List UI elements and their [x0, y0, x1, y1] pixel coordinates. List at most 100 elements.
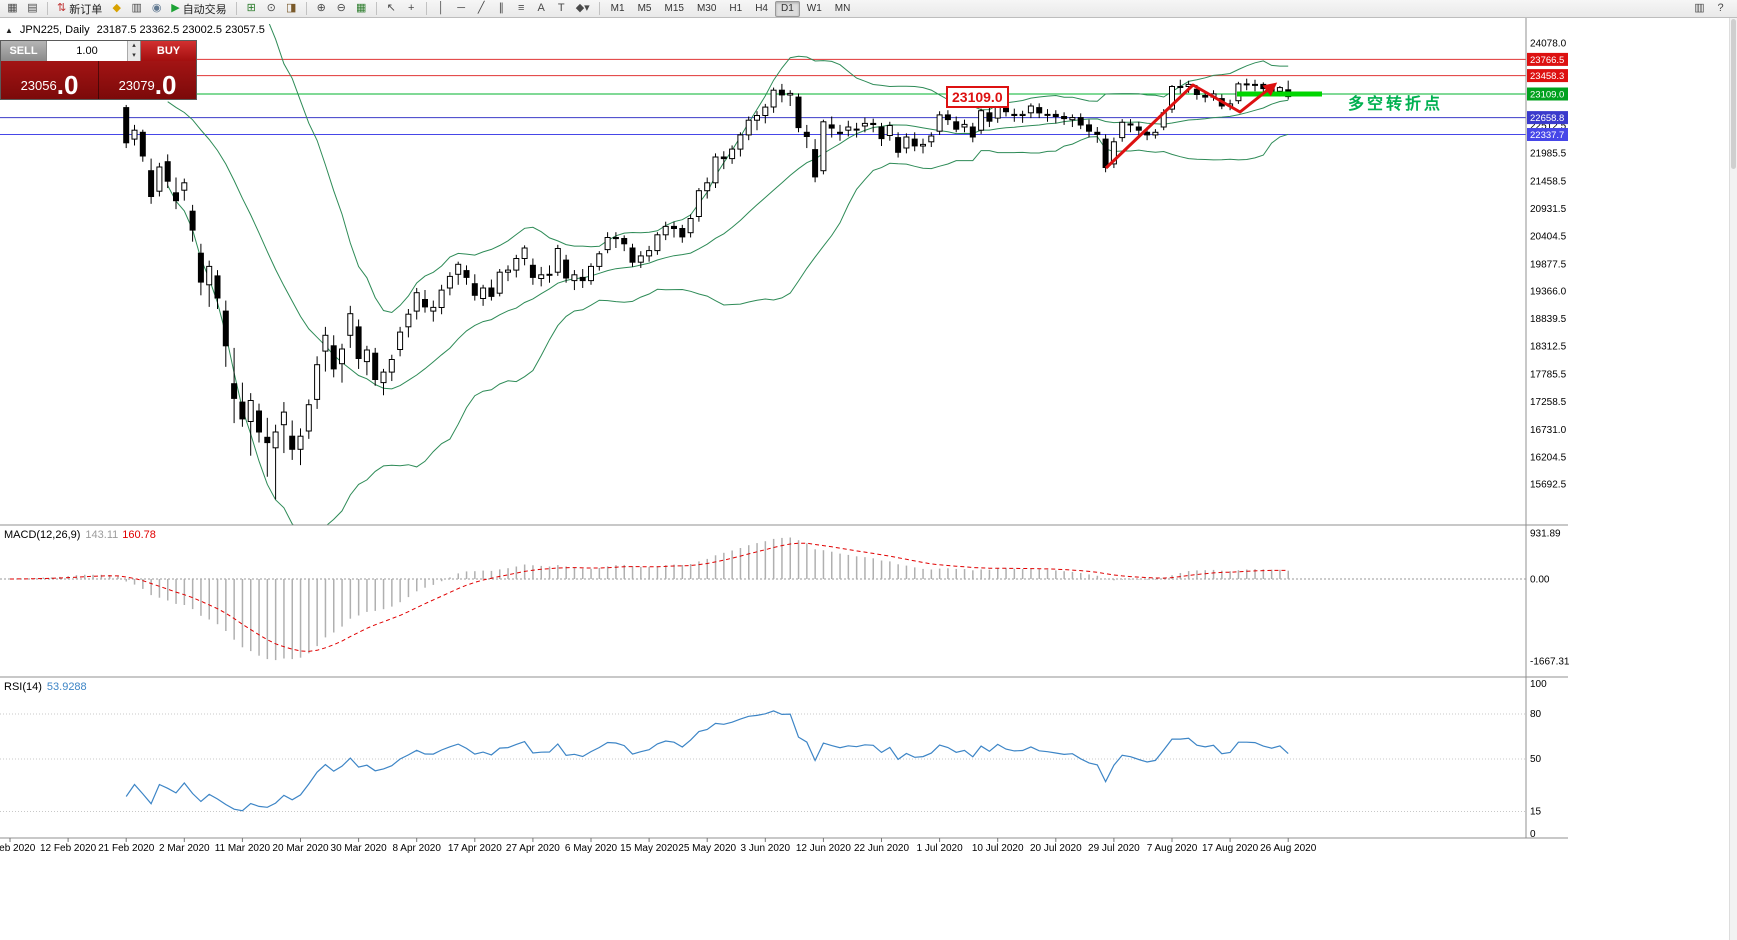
macd-signal-value: 160.78 — [122, 529, 156, 541]
svg-text:29 Jul 2020: 29 Jul 2020 — [1088, 843, 1140, 854]
arrows-button[interactable]: ◆▾ — [572, 1, 594, 17]
svg-text:22337.7: 22337.7 — [1530, 130, 1564, 141]
timeframe-h1-button[interactable]: H1 — [729, 3, 743, 14]
mql-community-icon: ◆ — [112, 2, 121, 14]
chart-canvas[interactable]: 24078.0 22512.5 21985.5 21458.5 20931.5 20404… — [0, 18, 1737, 878]
crosshair-icon: + — [407, 2, 415, 14]
toolbar-separator — [47, 2, 48, 15]
sell-price-frac: .0 — [56, 70, 79, 100]
profiles-icon: ▤ — [27, 2, 38, 14]
svg-text:20404.5: 20404.5 — [1530, 232, 1567, 243]
market-watch-button[interactable]: ◉ — [147, 1, 166, 17]
buy-price[interactable]: 23079.0 — [99, 61, 196, 99]
data-window-button[interactable]: ▥ — [127, 1, 146, 17]
templates-icon: ◨ — [285, 2, 297, 14]
mql-community-button[interactable]: ◆ — [107, 1, 126, 17]
toolbar-separator — [598, 2, 600, 15]
timeframe-m5-button[interactable]: M5 — [637, 3, 652, 14]
help-icon: ? — [1717, 2, 1724, 14]
macd-signal-line — [9, 542, 1289, 652]
sell-price[interactable]: 23056.0 — [1, 61, 99, 99]
indicators-icon: ⊞ — [246, 2, 256, 14]
templates-button[interactable]: ◨ — [282, 1, 301, 17]
cursor-button[interactable]: ↖ — [382, 1, 401, 17]
one-click-trading-panel: SELL ▴ ▾ BUY 23056.0 23079.0 — [0, 40, 197, 100]
volume-input[interactable] — [47, 41, 127, 61]
timeframe-h4-button[interactable]: H4 — [755, 3, 768, 14]
toolbar-separator — [425, 2, 427, 15]
rsi-label: RSI(14) 53.9288 — [4, 681, 87, 693]
rsi-line — [125, 710, 1289, 812]
svg-text:21 Feb 2020: 21 Feb 2020 — [98, 843, 155, 854]
text-label-button[interactable]: T — [552, 1, 571, 17]
svg-text:12 Jun 2020: 12 Jun 2020 — [796, 843, 851, 854]
svg-text:17258.5: 17258.5 — [1530, 397, 1567, 408]
sell-button[interactable]: SELL — [1, 41, 46, 61]
horizontal-level-lines[interactable] — [0, 58, 1526, 136]
horizontal-line-button[interactable]: ─ — [452, 1, 471, 17]
buy-price-main: 23079 — [118, 78, 155, 93]
svg-text:23458.3: 23458.3 — [1530, 71, 1564, 82]
toolbar: ▦ ▤ ⇅ 新订单 ◆ ▥ ◉ ▶ 自动交易 ⊞ ⊙ ◨ ⊕ ⊖ ▦ ↖ + │ ─ ╱ ∥ ≡ A T ◆▾ M1 M5 M15 M3… — [0, 0, 1737, 18]
scrollbar-thumb[interactable] — [1731, 19, 1736, 169]
timeframe-m15-button[interactable]: M15 — [664, 3, 684, 14]
periods-button[interactable]: ⊙ — [262, 1, 281, 17]
zoom-out-button[interactable]: ⊖ — [332, 1, 351, 17]
turning-point-note[interactable]: 多空转折点 — [1348, 96, 1444, 113]
new-chart-button[interactable]: ▦ — [3, 1, 22, 17]
channel-button[interactable]: ∥ — [492, 1, 511, 17]
vertical-scrollbar[interactable] — [1729, 18, 1737, 940]
timeframe-m30-button[interactable]: M30 — [696, 3, 717, 14]
profiles-button[interactable]: ▤ — [23, 1, 42, 17]
text-button[interactable]: A — [532, 1, 551, 17]
volume-down-button[interactable]: ▾ — [128, 51, 140, 61]
trendline-icon: ╱ — [477, 2, 485, 14]
text-label-icon: T — [557, 2, 565, 14]
svg-text:24078.0: 24078.0 — [1530, 39, 1567, 50]
timeframe-w1-button[interactable]: W1 — [806, 3, 822, 14]
svg-text:25 May 2020: 25 May 2020 — [678, 843, 736, 854]
volume-up-button[interactable]: ▴ — [128, 41, 140, 51]
svg-text:17 Aug 2020: 17 Aug 2020 — [1202, 843, 1259, 854]
timeframe-m1-button[interactable]: M1 — [610, 3, 625, 14]
price-annotation-box[interactable]: 23109.0 — [946, 86, 1009, 108]
svg-text:15692.5: 15692.5 — [1530, 480, 1567, 491]
chart-symbol-period: JPN225, Daily — [19, 24, 90, 36]
timeframe-mn-button[interactable]: MN — [834, 3, 851, 14]
rsi-value: 53.9288 — [46, 681, 87, 693]
trend-zigzag-arrow[interactable] — [1104, 82, 1278, 170]
timeframe-d1-button[interactable]: D1 — [774, 0, 800, 17]
fibonacci-button[interactable]: ≡ — [512, 1, 531, 17]
svg-text:7 Aug 2020: 7 Aug 2020 — [1147, 843, 1198, 854]
crosshair-button[interactable]: + — [402, 1, 421, 17]
help-button[interactable]: ? — [1711, 1, 1730, 17]
svg-text:15: 15 — [1530, 807, 1542, 818]
collapse-panel-icon[interactable]: ▲ — [5, 25, 13, 35]
new-order-button[interactable]: ⇅ 新订单 — [53, 1, 106, 17]
vertical-line-button[interactable]: │ — [432, 1, 451, 17]
tile-windows-icon: ▦ — [355, 2, 367, 14]
svg-text:15 May 2020: 15 May 2020 — [620, 843, 678, 854]
candles — [7, 59, 1292, 500]
buy-price-frac: .0 — [154, 70, 177, 100]
one-click-prices: 23056.0 23079.0 — [1, 61, 196, 99]
svg-text:23766.5: 23766.5 — [1530, 55, 1564, 66]
buy-button[interactable]: BUY — [141, 41, 196, 61]
svg-text:0: 0 — [1530, 829, 1536, 840]
tile-windows-button[interactable]: ▦ — [352, 1, 371, 17]
one-click-top-row: SELL ▴ ▾ BUY — [1, 41, 196, 61]
indicators-button[interactable]: ⊞ — [242, 1, 261, 17]
zoom-in-button[interactable]: ⊕ — [312, 1, 331, 17]
svg-text:23109.0: 23109.0 — [1530, 90, 1564, 101]
svg-text:1 Jul 2020: 1 Jul 2020 — [917, 843, 964, 854]
svg-text:30 Mar 2020: 30 Mar 2020 — [331, 843, 388, 854]
autotrading-button[interactable]: ▶ 自动交易 — [167, 1, 230, 17]
svg-text:2 Mar 2020: 2 Mar 2020 — [159, 843, 210, 854]
price-scale[interactable]: 24078.0 22512.5 21985.5 21458.5 20931.5 20404… — [1527, 39, 1568, 491]
volume-spinner: ▴ ▾ — [127, 41, 140, 61]
chart-shift-button[interactable]: ▥ — [1690, 1, 1709, 17]
svg-text:18312.5: 18312.5 — [1530, 342, 1567, 353]
trendline-button[interactable]: ╱ — [472, 1, 491, 17]
